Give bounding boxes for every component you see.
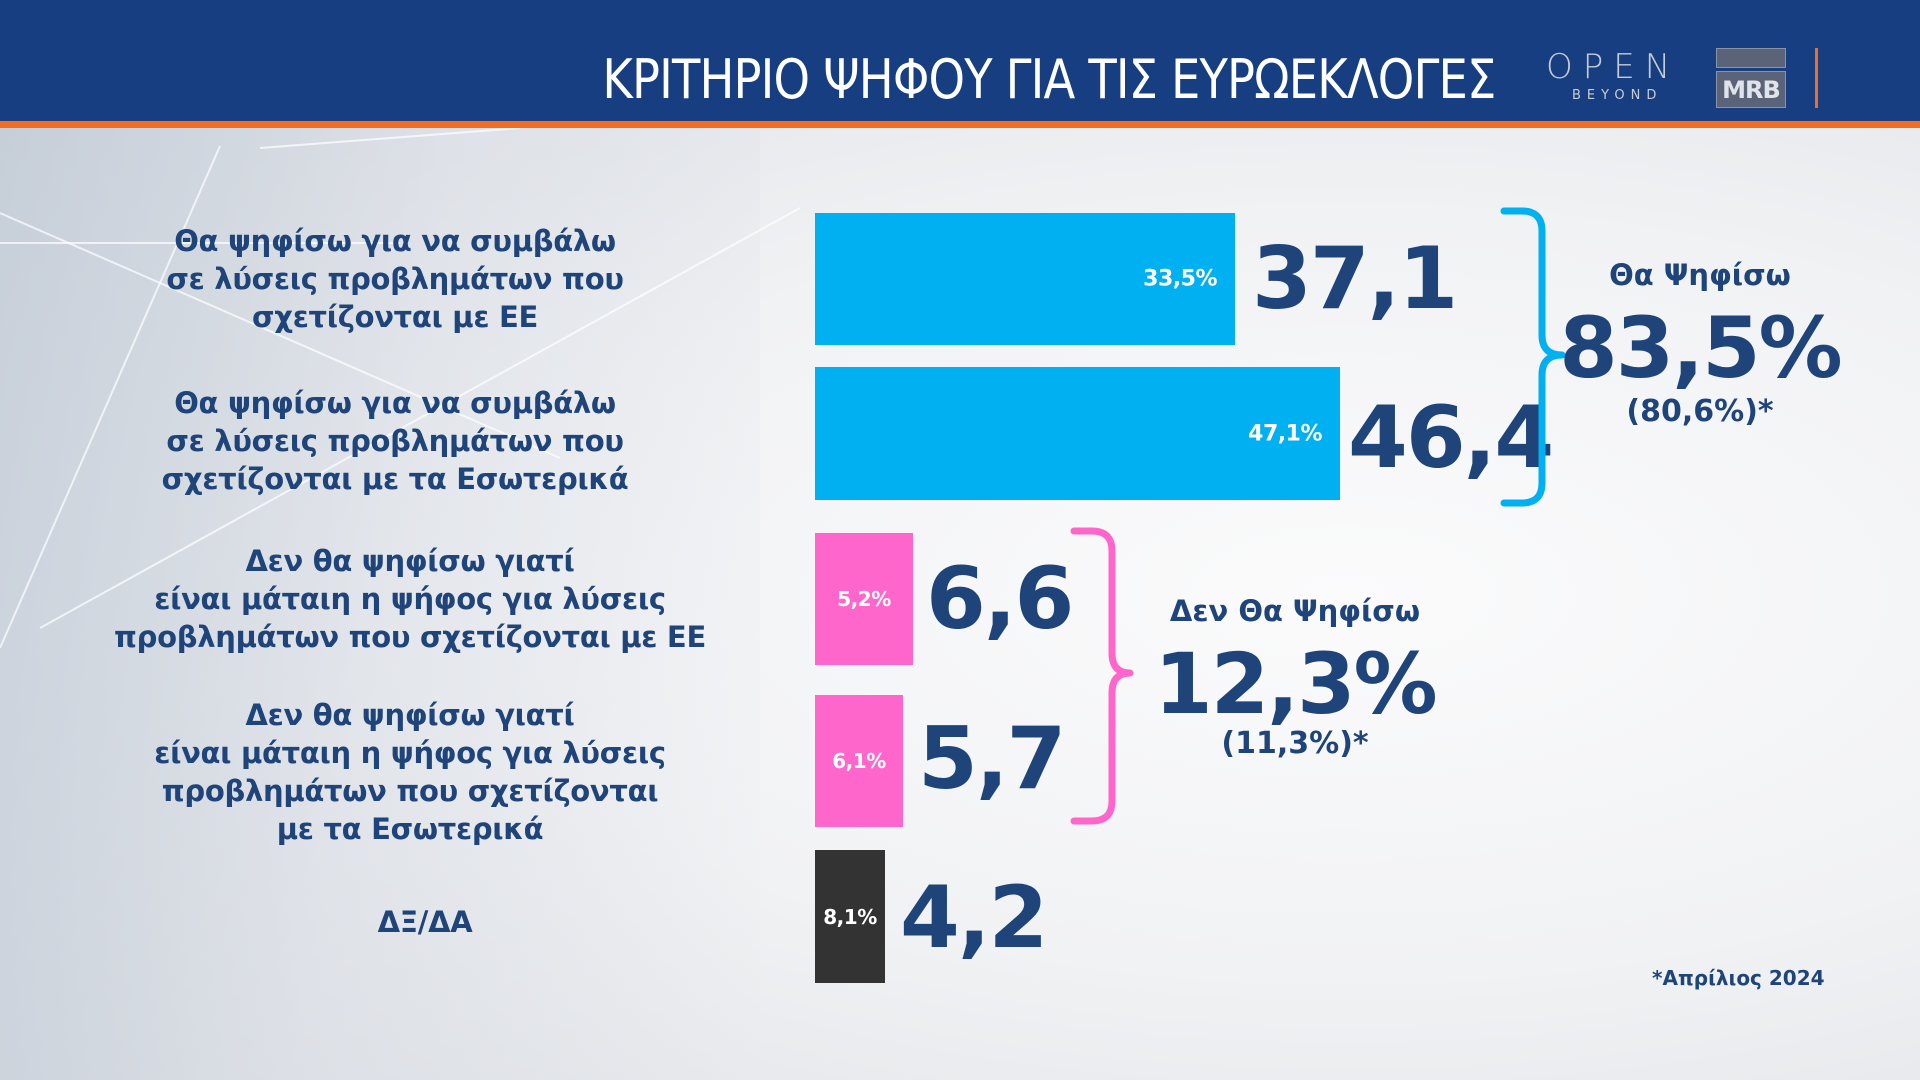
bar-previous-value: 33,5% bbox=[1143, 266, 1217, 292]
bar-vote-eu: 33,5% bbox=[815, 213, 1235, 345]
bar-vote-domestic: 47,1% bbox=[815, 367, 1340, 500]
background-decoration bbox=[0, 128, 800, 649]
open-logo-sub: BEYOND bbox=[1572, 88, 1663, 103]
brace-no-vote-icon bbox=[1070, 527, 1134, 825]
bar-novote-eu: 5,2% bbox=[815, 533, 913, 665]
brace-vote-icon bbox=[1500, 207, 1566, 507]
group-previous-no-vote: (11,3%)* bbox=[1221, 726, 1369, 761]
bar-value-novote-domestic: 5,7 bbox=[918, 709, 1066, 809]
row-label-vote-eu: Θα ψηφίσω για να συμβάλω σε λύσεις προβλ… bbox=[166, 224, 624, 334]
bar-value-vote-eu: 37,1 bbox=[1252, 229, 1458, 329]
group-total-vote: 83,5% bbox=[1559, 299, 1842, 397]
page-title: ΚΡΙΤΗΡΙΟ ΨΗΦΟΥ ΓΙΑ ΤΙΣ ΕΥΡΩΕΚΛΟΓΕΣ bbox=[601, 48, 1496, 111]
background-panel bbox=[0, 128, 760, 1080]
bar-previous-value: 8,1% bbox=[823, 904, 877, 929]
mrb-logo: MRB bbox=[1716, 48, 1786, 108]
row-label-dk-na: ΔΞ/ΔΑ bbox=[377, 905, 473, 939]
group-title-vote: Θα Ψηφίσω bbox=[1609, 258, 1791, 292]
bar-previous-value: 6,1% bbox=[832, 749, 886, 773]
footnote: *Απρίλιος 2024 bbox=[1652, 966, 1825, 990]
mrb-logo-text: MRB bbox=[1716, 71, 1786, 108]
bar-previous-value: 47,1% bbox=[1248, 421, 1322, 446]
bar-previous-value: 5,2% bbox=[837, 587, 891, 611]
row-label-novote-domestic: Δεν θα ψηφίσω γιατί είναι μάταιη η ψήφος… bbox=[154, 698, 666, 846]
group-title-no-vote: Δεν Θα Ψηφίσω bbox=[1169, 594, 1421, 628]
open-logo: OPEN BEYOND bbox=[1546, 50, 1680, 112]
bar-value-novote-eu: 6,6 bbox=[926, 549, 1074, 649]
header-bar bbox=[0, 0, 1920, 121]
row-label-novote-eu: Δεν θα ψηφίσω γιατί είναι μάταιη η ψήφος… bbox=[114, 544, 706, 654]
bar-value-vote-domestic: 46,4 bbox=[1348, 388, 1554, 488]
row-label-vote-domestic: Θα ψηφίσω για να συμβάλω σε λύσεις προβλ… bbox=[161, 386, 629, 496]
bar-novote-domestic: 6,1% bbox=[815, 695, 903, 827]
group-previous-vote: (80,6%)* bbox=[1626, 394, 1774, 429]
bar-dk-na: 8,1% bbox=[815, 850, 885, 983]
header-accent-stripe bbox=[0, 121, 1920, 128]
header-divider bbox=[1815, 48, 1818, 108]
open-logo-word: OPEN bbox=[1546, 47, 1681, 87]
bar-value-dk-na: 4,2 bbox=[900, 868, 1048, 968]
group-total-no-vote: 12,3% bbox=[1154, 635, 1437, 733]
